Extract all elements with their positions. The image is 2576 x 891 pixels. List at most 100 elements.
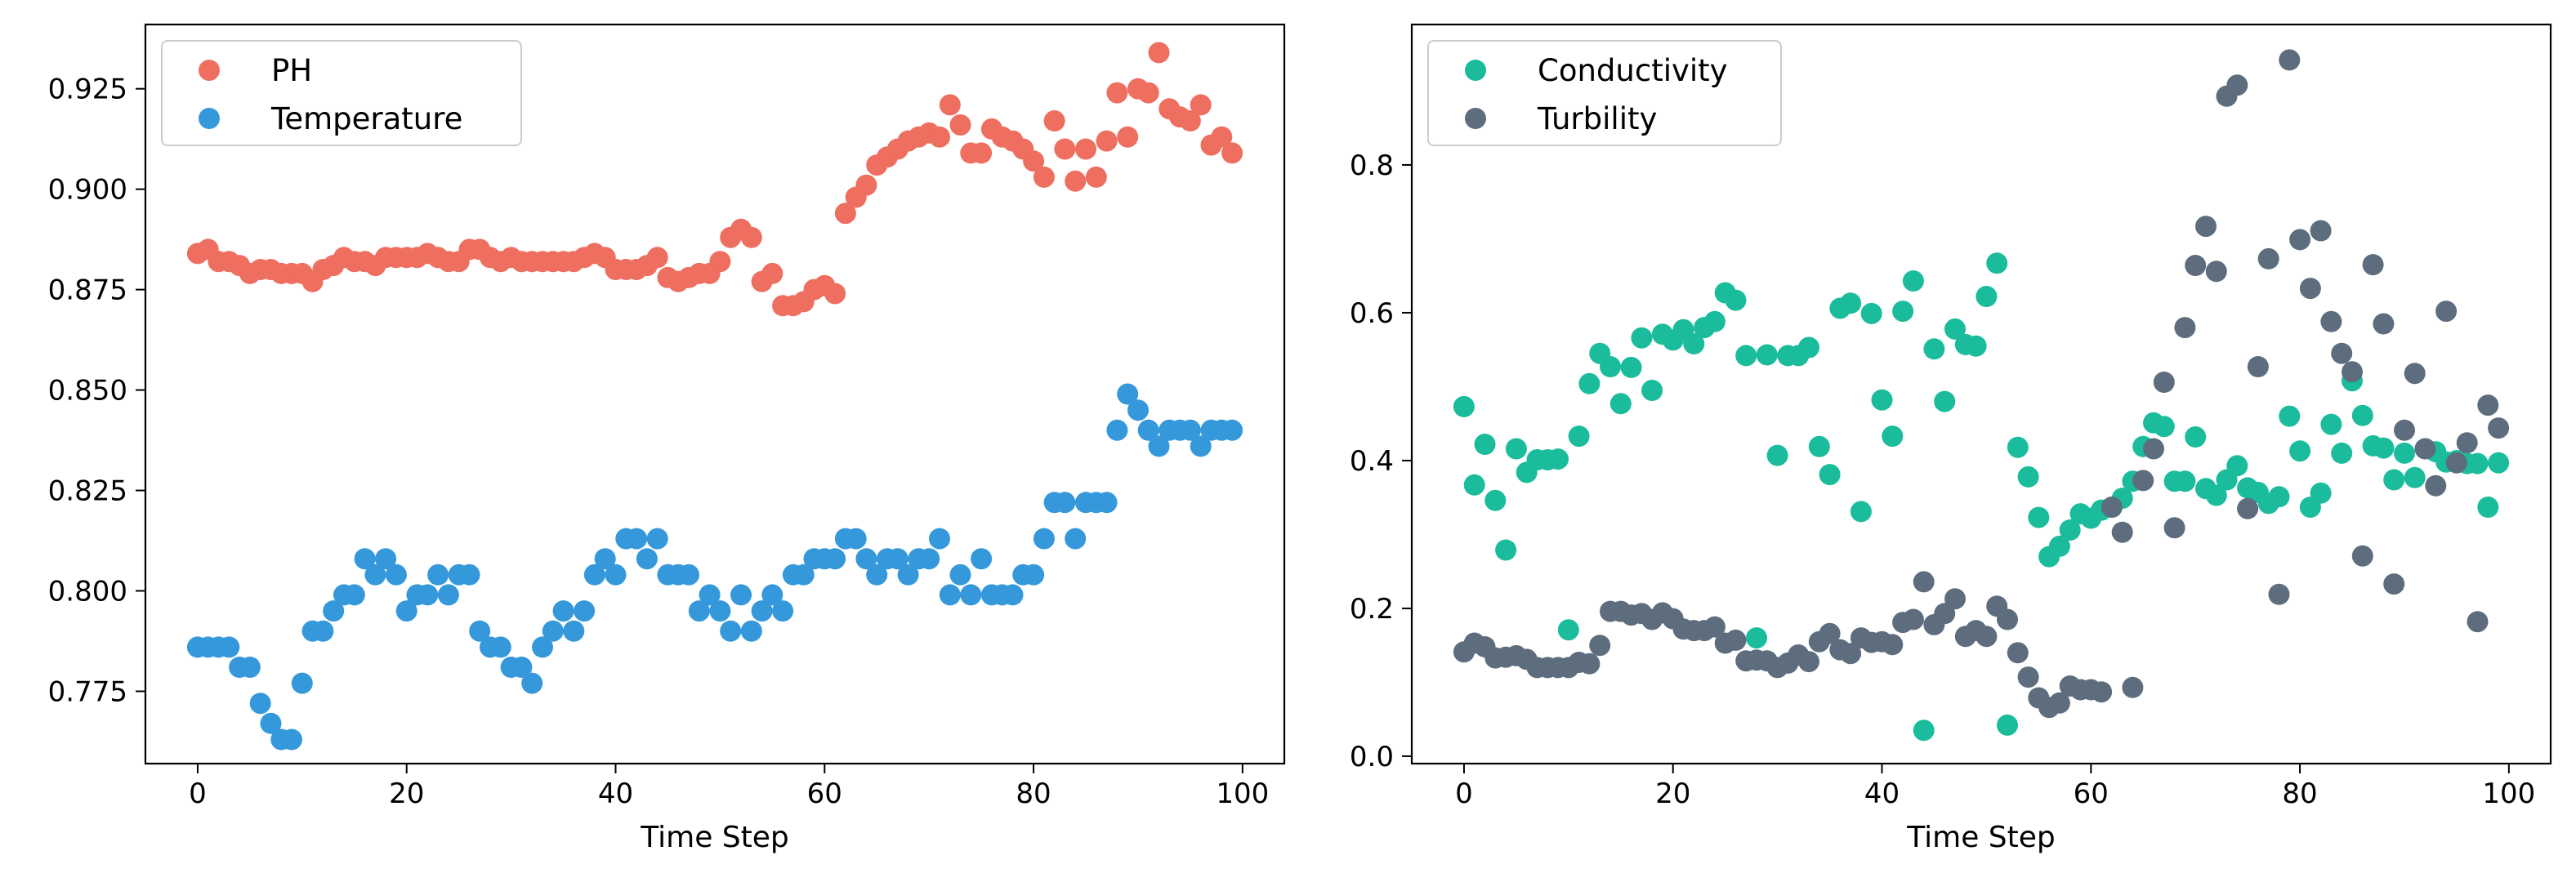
legend-marker-conductivity	[1465, 60, 1486, 81]
point-conductivity	[1725, 289, 1747, 311]
legend-marker-temperature	[199, 108, 220, 129]
point-turbility	[2425, 474, 2447, 497]
point-turbility	[1976, 626, 1998, 648]
axes-frame	[1410, 23, 2552, 765]
point-conductivity	[1631, 327, 1653, 349]
point-conductivity	[1871, 389, 1893, 411]
point-temperature	[678, 564, 699, 586]
point-conductivity	[2310, 482, 2332, 504]
point-temperature	[1033, 528, 1055, 550]
legend-marker-turbility	[1465, 108, 1486, 129]
point-conductivity	[2017, 466, 2039, 488]
point-conductivity	[1976, 286, 1998, 307]
point-temperature	[532, 636, 553, 658]
point-turbility	[2445, 452, 2467, 474]
point-temperature	[542, 620, 564, 642]
point-ph	[1043, 110, 1065, 131]
point-conductivity	[1819, 464, 1841, 486]
point-turbility	[2394, 419, 2415, 441]
series-turbility	[1453, 49, 2510, 719]
point-temperature	[291, 672, 313, 694]
point-ph	[1221, 142, 1243, 164]
point-conductivity	[1892, 301, 1914, 323]
point-temperature	[364, 564, 386, 586]
point-temperature	[824, 548, 846, 570]
point-temperature	[1117, 383, 1139, 405]
point-temperature	[971, 548, 993, 570]
point-turbility	[2362, 254, 2384, 276]
point-conductivity	[2226, 455, 2248, 477]
point-turbility	[1997, 608, 2018, 630]
x-axis: 0 20 40 60 80 100	[1455, 764, 2535, 810]
point-turbility	[2404, 363, 2426, 385]
point-temperature	[218, 636, 240, 658]
point-ph	[1075, 138, 1096, 160]
point-conductivity	[1840, 292, 1862, 314]
point-conductivity	[2059, 519, 2081, 541]
point-turbility	[2048, 692, 2070, 714]
point-temperature	[688, 600, 710, 622]
point-temperature	[605, 564, 627, 586]
point-turbility	[1589, 635, 1611, 657]
point-conductivity	[1882, 425, 1904, 448]
point-temperature	[260, 712, 282, 734]
point-turbility	[2143, 438, 2164, 460]
point-turbility	[2342, 361, 2363, 383]
y-tick-label: 0.850	[48, 375, 127, 408]
point-turbility	[2456, 432, 2478, 454]
point-turbility	[2310, 220, 2332, 242]
point-temperature	[574, 600, 596, 622]
point-turbility	[1819, 622, 1841, 644]
point-turbility	[2195, 216, 2217, 238]
legend-box	[161, 40, 522, 146]
point-conductivity	[2007, 436, 2029, 458]
point-conductivity	[1923, 338, 1945, 360]
point-conductivity	[2289, 440, 2311, 462]
point-temperature	[563, 620, 585, 642]
point-temperature	[1148, 435, 1170, 457]
point-temperature	[437, 584, 459, 606]
point-conductivity	[2268, 486, 2290, 508]
legend: PH Temperature	[161, 40, 522, 146]
point-turbility	[2205, 261, 2227, 283]
point-conductivity	[1495, 539, 1517, 561]
x-tick-label: 80	[1016, 777, 1051, 810]
point-temperature	[489, 636, 511, 658]
point-temperature	[730, 584, 752, 606]
y-tick-label: 0.775	[48, 675, 127, 708]
point-ph	[939, 94, 961, 116]
data-points	[1453, 49, 2510, 742]
point-turbility	[1902, 608, 1924, 630]
y-tick-label: 0.925	[48, 74, 127, 106]
point-turbility	[2017, 666, 2039, 688]
point-temperature	[427, 564, 449, 586]
point-turbility	[1944, 588, 1966, 610]
point-conductivity	[1463, 474, 1485, 496]
point-temperature	[918, 548, 940, 570]
point-temperature	[929, 528, 950, 550]
point-ph	[855, 174, 877, 196]
x-axis: 0 20 40 60 80 100	[189, 764, 1269, 810]
point-conductivity	[1578, 372, 1601, 394]
point-conductivity	[2028, 506, 2050, 528]
point-temperature	[1127, 399, 1149, 421]
data-points	[186, 42, 1243, 751]
point-conductivity	[2174, 470, 2196, 492]
point-conductivity	[1568, 425, 1590, 448]
point-ph	[1085, 166, 1107, 188]
point-conductivity	[2404, 466, 2426, 488]
point-turbility	[1934, 603, 1956, 625]
x-axis-label: Time Step	[1906, 821, 2056, 854]
point-turbility	[2299, 278, 2321, 300]
point-temperature	[1096, 492, 1118, 514]
point-turbility	[1578, 653, 1601, 675]
point-ph	[1117, 126, 1139, 148]
point-conductivity	[1557, 619, 1579, 641]
x-tick-label: 40	[598, 777, 633, 810]
point-conductivity	[1766, 444, 1788, 466]
point-temperature	[395, 600, 417, 622]
point-turbility	[2247, 356, 2269, 377]
point-turbility	[2289, 229, 2311, 251]
point-turbility	[2477, 394, 2499, 417]
point-turbility	[2467, 611, 2489, 633]
